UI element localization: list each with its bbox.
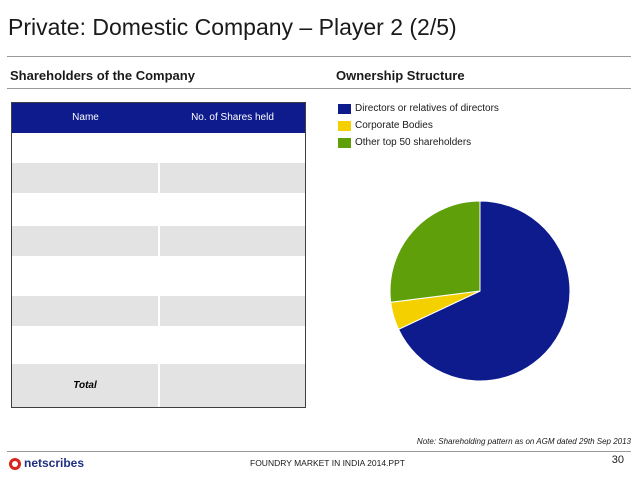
- footer-divider: [7, 451, 631, 452]
- ownership-pie-chart: [389, 200, 571, 382]
- footer-filename: FOUNDRY MARKET IN INDIA 2014.PPT: [250, 458, 405, 468]
- logo-text: netscribes: [24, 456, 85, 470]
- table-row: [12, 226, 305, 256]
- pie-slice: [389, 200, 481, 303]
- header-name: Name: [72, 112, 99, 123]
- table-row: [12, 133, 305, 163]
- legend-label: Directors or relatives of directors: [355, 103, 499, 114]
- pie-slice: [397, 200, 571, 382]
- ownership-heading: Ownership Structure: [336, 68, 465, 83]
- page-number: 30: [611, 454, 624, 466]
- netscribes-logo: netscribes: [8, 453, 88, 473]
- shareholders-heading: Shareholders of the Company: [10, 68, 195, 83]
- title-divider: [7, 56, 631, 57]
- table-total-row: Total: [12, 364, 305, 407]
- table-row: [12, 326, 305, 364]
- total-value: [160, 364, 305, 407]
- header-shares: No. of Shares held: [191, 112, 274, 123]
- shareholders-table: Name No. of Shares held Total: [11, 102, 306, 408]
- table-row: [12, 296, 305, 326]
- table-row: [12, 163, 305, 193]
- section-divider: [7, 88, 631, 89]
- legend-label: Corporate Bodies: [355, 120, 433, 131]
- shareholding-note: Note: Shareholding pattern as on AGM dat…: [416, 437, 631, 446]
- legend-label: Other top 50 shareholders: [355, 137, 472, 148]
- legend-swatch: [338, 138, 351, 148]
- legend-swatch: [338, 121, 351, 131]
- table-row: [12, 193, 305, 226]
- legend-swatch: [338, 104, 351, 114]
- table-row: [12, 256, 305, 296]
- total-label: Total: [12, 364, 159, 407]
- logo-icon: [9, 458, 21, 470]
- table-header: Name No. of Shares held: [12, 103, 305, 133]
- slide-title: Private: Domestic Company – Player 2 (2/…: [8, 14, 457, 40]
